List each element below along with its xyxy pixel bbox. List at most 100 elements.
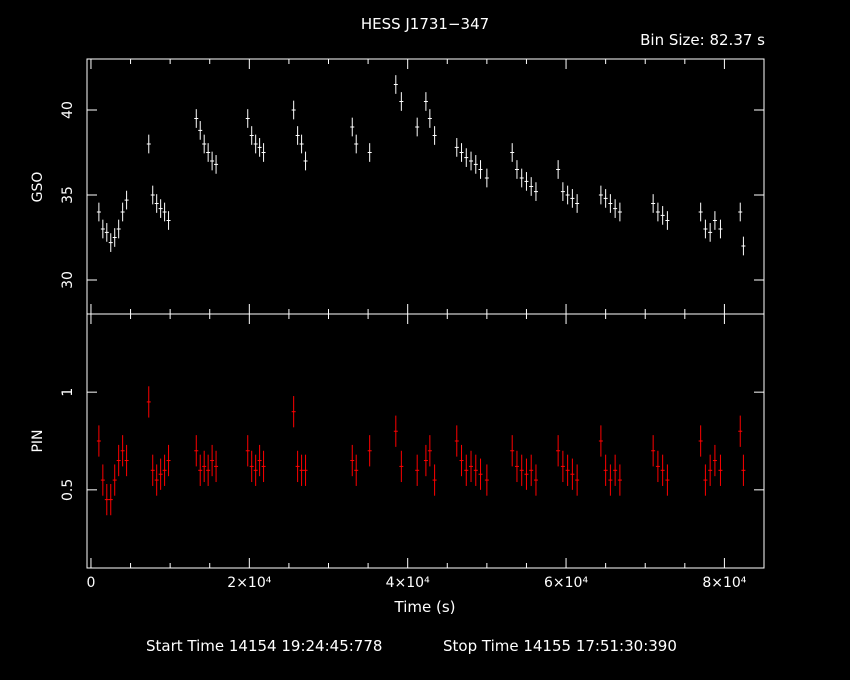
pin-data-point	[741, 454, 746, 486]
pin-data-point	[295, 450, 300, 483]
gso-data-point	[206, 143, 211, 162]
gso-data-point	[698, 202, 703, 222]
pin-data-point	[116, 444, 121, 477]
pin-data-point	[514, 450, 519, 483]
gso-data-point	[478, 160, 483, 179]
pin-data	[96, 386, 746, 516]
gso-data-point	[295, 126, 300, 145]
gso-data-point	[427, 109, 432, 128]
pin-data-point	[291, 396, 296, 428]
chart-title: HESS J1731−347	[361, 15, 489, 33]
pin-data-point	[206, 454, 211, 486]
pin-data-point	[510, 435, 515, 467]
pin-data-point	[565, 454, 570, 486]
pin-data-point	[104, 483, 109, 516]
gso-data-point	[210, 151, 215, 171]
gso-data-point	[529, 177, 534, 196]
pin-data-point	[96, 425, 101, 457]
pin-data-point	[613, 454, 618, 486]
gso-data-point	[741, 236, 746, 256]
x-tick-label: 4×10⁴	[386, 575, 430, 591]
pin-data-point	[257, 444, 262, 477]
pin-data-point	[473, 454, 478, 486]
pin-data-point	[665, 464, 670, 496]
pin-data-point	[703, 464, 708, 496]
gso-axis-label: GSO	[30, 172, 46, 203]
gso-data-point	[367, 143, 372, 162]
gso-data-point	[423, 92, 428, 111]
gso-data-point	[703, 219, 708, 239]
pin-data-point	[738, 415, 743, 447]
pin-data-point	[651, 435, 656, 467]
gso-data-point	[116, 219, 121, 239]
gso-data-point	[245, 109, 250, 128]
gso-data-point	[598, 185, 603, 205]
pin-data-point	[198, 454, 203, 486]
gso-ytick-label: 30	[60, 271, 76, 289]
x-tick-label: 2×10⁴	[227, 575, 271, 591]
pin-data-point	[598, 425, 603, 457]
gso-data-point	[617, 202, 622, 222]
pin-data-point	[718, 454, 723, 486]
pin-data-point	[162, 454, 167, 486]
gso-data-point	[202, 134, 207, 154]
gso-data-point	[613, 199, 618, 218]
gso-data-point	[718, 219, 723, 239]
gso-data-point	[464, 148, 469, 167]
gso-data-point	[575, 194, 580, 213]
gso-data-point	[104, 223, 109, 242]
pin-data-point	[367, 435, 372, 467]
gso-data-point	[194, 109, 199, 128]
gso-data-point	[556, 160, 561, 179]
pin-data-point	[608, 464, 613, 496]
pin-data-point	[112, 464, 117, 496]
pin-data-point	[350, 444, 355, 477]
gso-data	[96, 75, 746, 256]
pin-data-point	[427, 435, 432, 467]
gso-data-point	[603, 189, 608, 208]
pin-data-point	[660, 454, 665, 486]
gso-data-point	[253, 134, 258, 154]
gso-data-point	[415, 117, 420, 137]
pin-data-point	[617, 464, 622, 496]
pin-data-point	[150, 454, 155, 486]
gso-data-point	[350, 117, 355, 137]
pin-data-point	[120, 435, 125, 467]
start-time: Start Time 14154 19:24:45:778	[146, 637, 382, 655]
gso-data-point	[96, 202, 101, 222]
gso-data-point	[560, 182, 565, 201]
x-tick-label: 0	[86, 575, 95, 591]
gso-data-point	[473, 155, 478, 174]
gso-data-point	[660, 206, 665, 225]
gso-data-point	[100, 219, 105, 239]
pin-data-point	[249, 450, 254, 483]
gso-data-point	[738, 202, 743, 222]
pin-data-point	[194, 435, 199, 467]
gso-data-point	[198, 121, 203, 140]
pin-data-point	[454, 425, 459, 457]
gso-data-point	[257, 138, 262, 157]
gso-data-point	[112, 228, 117, 247]
pin-data-point	[575, 464, 580, 496]
gso-data-point	[150, 185, 155, 205]
pin-data-point	[519, 454, 524, 486]
x-tick-label: 6×10⁴	[544, 575, 588, 591]
pin-data-point	[108, 483, 113, 516]
gso-data-point	[570, 189, 575, 208]
pin-data-point	[478, 458, 483, 490]
pin-data-point	[399, 450, 404, 483]
x-axis-label: Time (s)	[394, 598, 456, 616]
gso-data-point	[565, 185, 570, 205]
gso-data-point	[354, 134, 359, 154]
pin-data-point	[423, 444, 428, 477]
pin-data-point	[146, 386, 151, 418]
gso-data-point	[120, 202, 125, 222]
gso-data-point	[249, 126, 254, 145]
gso-data-point	[166, 211, 171, 230]
gso-data-point	[154, 194, 159, 213]
pin-ytick-label: 0.5	[60, 479, 76, 501]
gso-data-point	[665, 211, 670, 230]
pin-data-point	[415, 454, 420, 486]
pin-data-point	[166, 444, 171, 477]
